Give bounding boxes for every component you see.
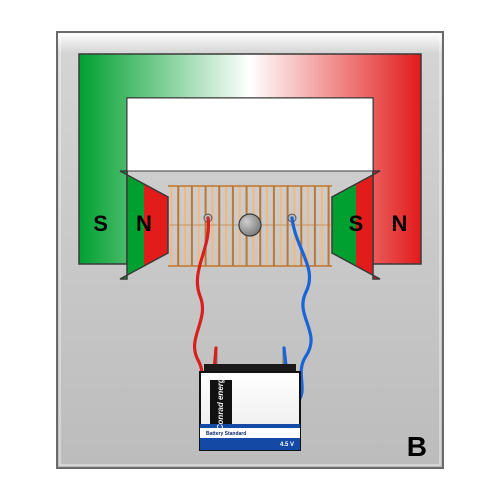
panel-label: B bbox=[407, 431, 427, 462]
battery-voltage: 4.5 V bbox=[280, 442, 294, 448]
pole-label: N bbox=[391, 211, 407, 236]
diagram-root: S N N S Conrad energyBattery Standard 4.5 V B bbox=[0, 0, 500, 500]
pole-label: S bbox=[93, 211, 108, 236]
diagram-svg: S N N S Conrad energyBattery Standard 4.5 V B bbox=[0, 0, 500, 500]
air-gap-window bbox=[127, 98, 373, 171]
rotor-core bbox=[239, 214, 261, 236]
pole-label: S bbox=[349, 211, 364, 236]
pole-label: N bbox=[136, 211, 152, 236]
battery-small-text: Battery Standard bbox=[206, 431, 246, 437]
battery-brand: Conrad energy bbox=[216, 373, 225, 430]
